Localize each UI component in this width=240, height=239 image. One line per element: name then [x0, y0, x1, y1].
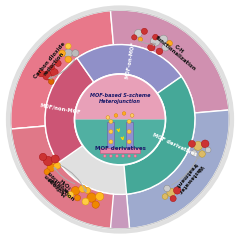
- Circle shape: [150, 36, 160, 46]
- Wedge shape: [75, 120, 165, 164]
- Circle shape: [141, 28, 147, 34]
- Circle shape: [110, 155, 112, 157]
- Text: MOF derivatives: MOF derivatives: [95, 146, 145, 151]
- Bar: [126, 121, 133, 148]
- Circle shape: [132, 35, 137, 40]
- Circle shape: [38, 70, 44, 77]
- Circle shape: [43, 71, 52, 80]
- Circle shape: [170, 196, 176, 202]
- Text: MOF derivatives: MOF derivatives: [152, 132, 198, 158]
- Circle shape: [109, 130, 113, 134]
- Text: Hydrogen
evolution: Hydrogen evolution: [43, 168, 71, 197]
- Circle shape: [87, 193, 96, 202]
- Circle shape: [92, 201, 99, 208]
- Text: MOF-on-MOF: MOF-on-MOF: [125, 41, 136, 79]
- Text: H₂O₂
production: H₂O₂ production: [47, 173, 79, 203]
- Bar: [100, 148, 140, 153]
- Wedge shape: [11, 126, 114, 228]
- Text: Carbon dioxide
reduction: Carbon dioxide reduction: [33, 41, 71, 83]
- Circle shape: [43, 156, 53, 166]
- Circle shape: [82, 198, 89, 205]
- Text: C-H
functionalization: C-H functionalization: [154, 31, 201, 72]
- Circle shape: [127, 130, 131, 134]
- Circle shape: [67, 192, 74, 198]
- Circle shape: [153, 34, 158, 40]
- Circle shape: [162, 194, 168, 199]
- Circle shape: [66, 43, 71, 49]
- Circle shape: [174, 187, 181, 194]
- Circle shape: [106, 116, 110, 119]
- Circle shape: [6, 6, 234, 233]
- Circle shape: [127, 140, 131, 144]
- Circle shape: [84, 187, 90, 194]
- Circle shape: [47, 164, 55, 172]
- Circle shape: [122, 155, 124, 157]
- Wedge shape: [124, 76, 195, 194]
- Circle shape: [130, 114, 134, 117]
- Text: MOF-based S-scheme
Heterojunction: MOF-based S-scheme Heterojunction: [90, 93, 150, 104]
- Circle shape: [109, 140, 113, 144]
- Bar: [107, 121, 114, 148]
- Wedge shape: [110, 10, 229, 113]
- Circle shape: [103, 155, 106, 157]
- Circle shape: [55, 60, 61, 66]
- Wedge shape: [126, 110, 229, 228]
- Circle shape: [51, 155, 59, 163]
- Circle shape: [48, 79, 54, 84]
- Circle shape: [159, 35, 168, 43]
- Circle shape: [72, 50, 79, 57]
- Wedge shape: [45, 58, 94, 163]
- Circle shape: [71, 186, 80, 195]
- Circle shape: [64, 49, 72, 58]
- Circle shape: [114, 114, 118, 117]
- Circle shape: [156, 48, 163, 54]
- Circle shape: [138, 37, 143, 42]
- Circle shape: [188, 140, 195, 147]
- Circle shape: [128, 155, 130, 157]
- Circle shape: [74, 195, 81, 201]
- Circle shape: [50, 65, 54, 70]
- Wedge shape: [75, 75, 165, 120]
- Wedge shape: [11, 11, 114, 129]
- Circle shape: [79, 185, 86, 192]
- Text: Wastewater
treatment: Wastewater treatment: [173, 159, 204, 194]
- Circle shape: [162, 44, 169, 51]
- Circle shape: [74, 74, 166, 165]
- Circle shape: [194, 141, 203, 150]
- Circle shape: [65, 56, 72, 63]
- Circle shape: [116, 155, 118, 157]
- Circle shape: [44, 169, 50, 175]
- Circle shape: [205, 147, 211, 153]
- Text: MOF/non-MOF: MOF/non-MOF: [40, 103, 82, 115]
- Wedge shape: [11, 126, 130, 229]
- Circle shape: [122, 112, 126, 115]
- Circle shape: [39, 153, 47, 161]
- Circle shape: [54, 162, 61, 169]
- Circle shape: [127, 120, 131, 124]
- Circle shape: [167, 40, 172, 46]
- Circle shape: [199, 151, 205, 157]
- Circle shape: [50, 158, 56, 163]
- Circle shape: [96, 192, 104, 201]
- Circle shape: [134, 155, 137, 157]
- Wedge shape: [77, 44, 181, 93]
- Circle shape: [134, 29, 142, 37]
- Circle shape: [201, 140, 209, 148]
- Circle shape: [148, 44, 155, 51]
- Circle shape: [167, 188, 175, 197]
- Circle shape: [50, 69, 58, 76]
- Circle shape: [59, 50, 66, 56]
- Circle shape: [109, 120, 113, 124]
- Circle shape: [191, 150, 197, 156]
- Circle shape: [164, 185, 170, 192]
